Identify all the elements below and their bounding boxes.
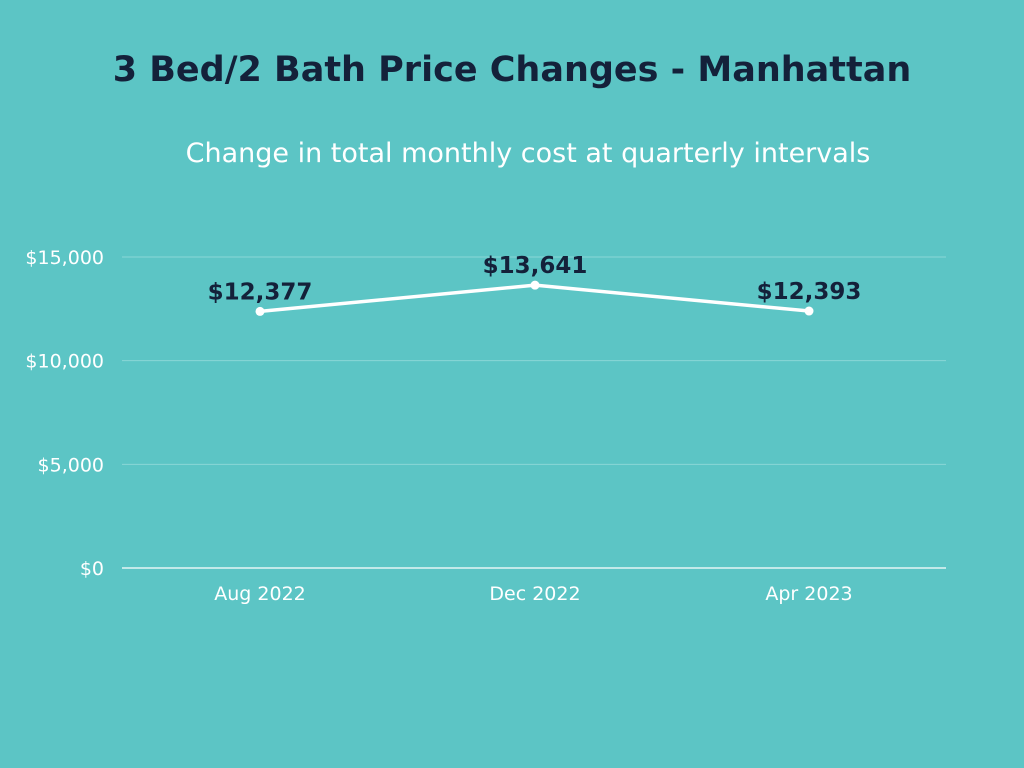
- y-tick-label: $0: [80, 558, 104, 580]
- y-tick-label: $10,000: [25, 351, 104, 373]
- data-label: $13,641: [483, 253, 588, 279]
- data-point: [530, 280, 540, 290]
- chart-subtitle: Change in total monthly cost at quarterl…: [185, 138, 871, 169]
- data-label: $12,377: [208, 279, 313, 305]
- data-label: $12,393: [757, 279, 862, 305]
- data-labels: $12,377 $13,641 $12,393: [208, 253, 862, 305]
- y-axis-ticks: $0 $5,000 $10,000 $15,000: [25, 247, 104, 580]
- data-point: [804, 306, 814, 316]
- chart-title: 3 Bed/2 Bath Price Changes - Manhattan: [112, 50, 912, 90]
- y-tick-label: $5,000: [38, 454, 104, 476]
- x-tick-label: Apr 2023: [765, 583, 852, 605]
- x-axis-ticks: Aug 2022 Dec 2022 Apr 2023: [214, 583, 852, 605]
- gridlines: [122, 256, 946, 569]
- y-tick-label: $15,000: [25, 247, 104, 269]
- series: [255, 280, 814, 316]
- x-tick-label: Aug 2022: [214, 583, 306, 605]
- x-tick-label: Dec 2022: [489, 583, 580, 605]
- data-point: [255, 306, 265, 316]
